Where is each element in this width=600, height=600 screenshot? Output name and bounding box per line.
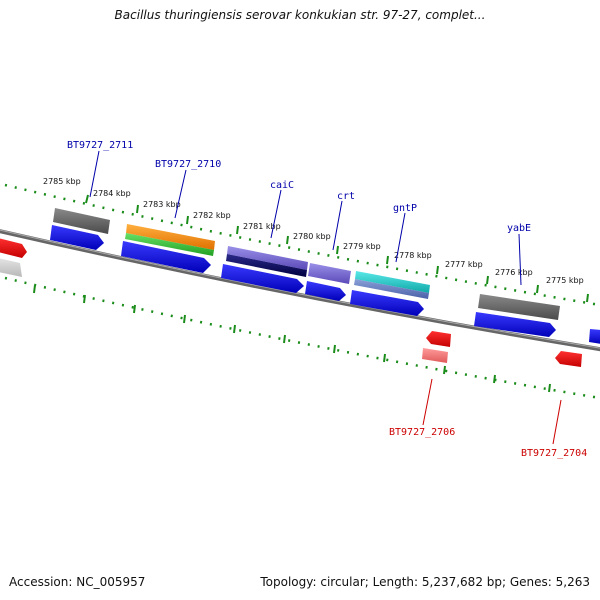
- feature-bt2710-orange[interactable]: [126, 224, 215, 250]
- tick-label-2784: 2784 kbp: [93, 189, 131, 198]
- feature-gntP-steel[interactable]: [354, 279, 429, 299]
- cds-bt2711[interactable]: [50, 225, 104, 250]
- cds-right-edge[interactable]: [589, 329, 600, 344]
- feature-caiC-purple[interactable]: [227, 246, 308, 270]
- cds-yabE[interactable]: [474, 312, 556, 337]
- map-title: Bacillus thuringiensis serovar konkukian…: [114, 8, 486, 22]
- cds-gntP[interactable]: [350, 290, 424, 316]
- gene-label-bt2706[interactable]: BT9727_2706: [389, 427, 455, 438]
- genome-backbone: [0, 229, 600, 352]
- tick-label-2775: 2775 kbp: [546, 276, 584, 285]
- tick-label-2783: 2783 kbp: [143, 200, 181, 209]
- feature-bt2711-gray[interactable]: [53, 208, 110, 234]
- feature-bt2710-green[interactable]: [125, 233, 214, 256]
- outer-tick-line: [4, 183, 600, 307]
- tick-label-2780: 2780 kbp: [293, 232, 331, 241]
- cds-bt2706[interactable]: [426, 331, 451, 347]
- tick-label-2777: 2777 kbp: [445, 260, 483, 269]
- tick-label-2779: 2779 kbp: [343, 242, 381, 251]
- tick-label-2781: 2781 kbp: [243, 222, 281, 231]
- cds-bt2710[interactable]: [121, 241, 211, 273]
- gene-label-bt2704[interactable]: BT9727_2704: [521, 448, 587, 459]
- feature-caiC-navy[interactable]: [226, 254, 307, 277]
- tick-label-2782: 2782 kbp: [193, 211, 231, 220]
- inner-major-ticks: [33, 284, 551, 393]
- topology-text: Topology: circular; Length: 5,237,682 bp…: [260, 575, 590, 589]
- feature-bt2706-pink[interactable]: [422, 348, 448, 363]
- feature-gntP-cyan[interactable]: [355, 271, 430, 293]
- genome-backbone-highlight: [0, 229, 600, 349]
- gene-label-bt2711[interactable]: BT9727_2711: [67, 140, 133, 151]
- inner-tick-line: [4, 276, 600, 400]
- tick-label-2778: 2778 kbp: [394, 251, 432, 260]
- gene-label-bt2710[interactable]: BT9727_2710: [155, 159, 221, 170]
- gene-label-yabE[interactable]: yabE: [507, 223, 531, 234]
- cds-bt2704[interactable]: [555, 351, 582, 367]
- feature-crt-purple[interactable]: [308, 263, 351, 284]
- label-leader-lines: [89, 150, 562, 445]
- gene-label-gntP[interactable]: gntP: [393, 203, 417, 214]
- reverse-cds-left-edge[interactable]: [0, 238, 27, 258]
- accession-text: Accession: NC_005957: [9, 575, 146, 589]
- gene-label-crt[interactable]: crt: [337, 191, 355, 202]
- tick-label-2785: 2785 kbp: [43, 177, 81, 186]
- outer-major-ticks: [85, 194, 589, 303]
- cds-caiC[interactable]: [221, 264, 304, 293]
- cds-crt[interactable]: [305, 281, 346, 301]
- feature-yabE-gray[interactable]: [478, 294, 560, 320]
- gray-feature-left-edge[interactable]: [0, 258, 22, 277]
- gene-label-caiC[interactable]: caiC: [270, 180, 294, 191]
- tick-label-2776: 2776 kbp: [495, 268, 533, 277]
